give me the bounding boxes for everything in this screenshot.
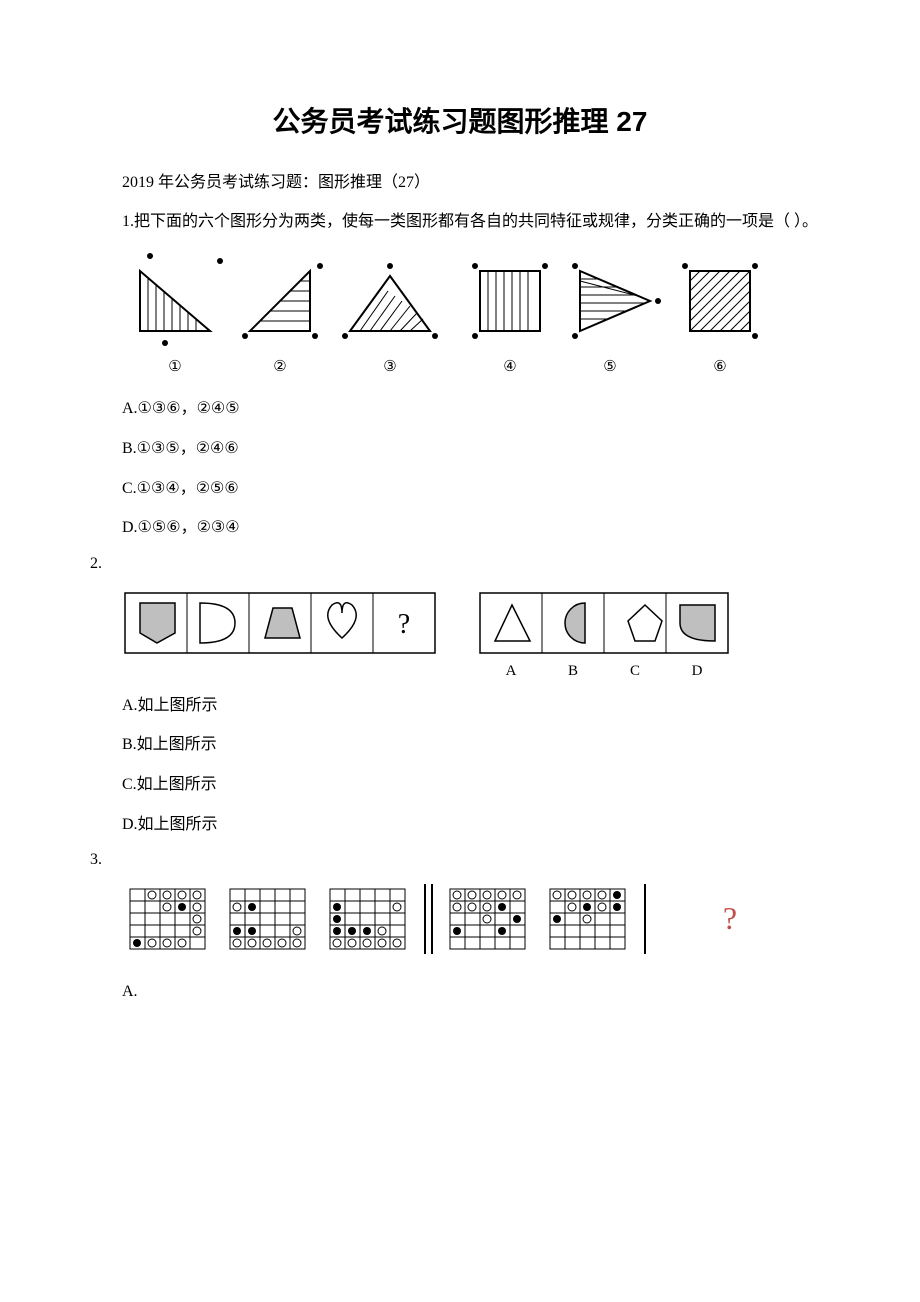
subtitle: 2019 年公务员考试练习题：图形推理（27） xyxy=(90,170,830,196)
svg-text:④: ④ xyxy=(503,359,516,375)
q3-figure: ? xyxy=(120,879,830,969)
svg-text:②: ② xyxy=(273,359,286,375)
q3-num: 3. xyxy=(90,851,830,869)
q2-opt-c: C.如上图所示 xyxy=(90,772,830,798)
svg-text:?: ? xyxy=(723,900,737,936)
q1-opt-c: C.①③④，②⑤⑥ xyxy=(90,476,830,502)
q1-text: 1.把下面的六个图形分为两类，使每一类图形都有各自的共同特征或规律，分类正确的一… xyxy=(90,208,830,237)
q3-opt-a: A. xyxy=(90,979,830,1005)
svg-text:D: D xyxy=(692,663,703,679)
q2-opt-d: D.如上图所示 xyxy=(90,812,830,838)
q1-opt-a: A.①③⑥，②④⑤ xyxy=(90,396,830,422)
q1-figure: ① ② ③ ④ xyxy=(120,246,830,386)
q2-num: 2. xyxy=(90,555,830,573)
svg-text:B: B xyxy=(568,663,578,679)
q2-opt-b: B.如上图所示 xyxy=(90,732,830,758)
svg-text:⑤: ⑤ xyxy=(603,359,616,375)
svg-text:A: A xyxy=(506,663,517,679)
q2-figure: ? A B C D xyxy=(120,583,830,683)
q1-opt-b: B.①③⑤，②④⑥ xyxy=(90,436,830,462)
svg-text:?: ? xyxy=(398,609,410,640)
svg-text:⑥: ⑥ xyxy=(713,359,726,375)
q1-opt-d: D.①⑤⑥，②③④ xyxy=(90,515,830,541)
svg-text:①: ① xyxy=(168,359,181,375)
svg-text:③: ③ xyxy=(383,359,396,375)
page-title: 公务员考试练习题图形推理 27 xyxy=(90,100,830,140)
svg-text:C: C xyxy=(630,663,640,679)
q2-opt-a: A.如上图所示 xyxy=(90,693,830,719)
